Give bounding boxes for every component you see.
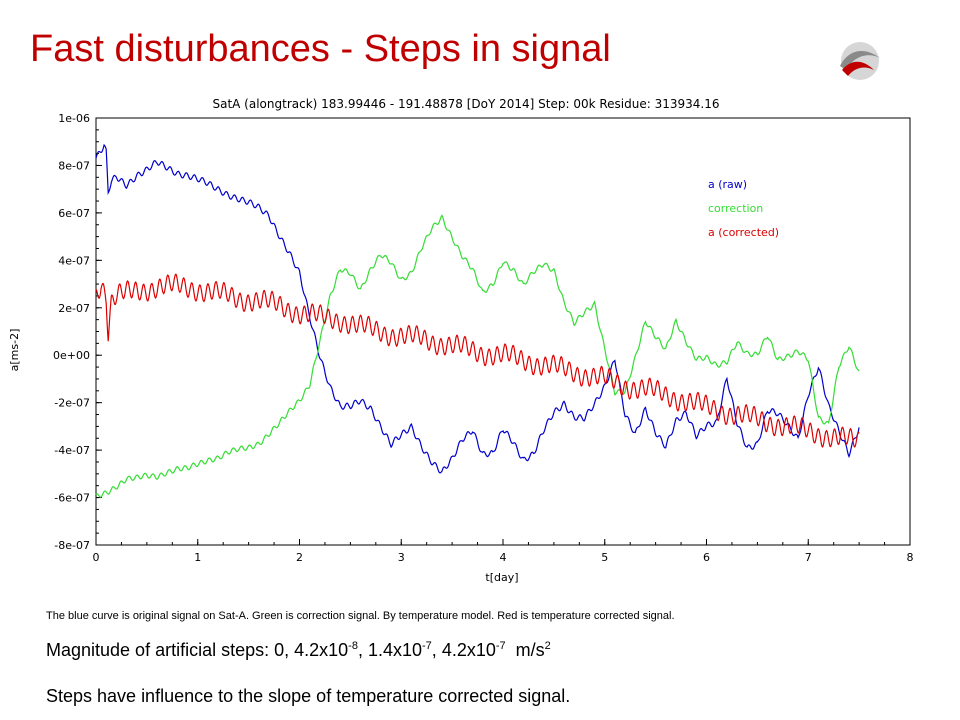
y-tick-label: -2e-07 — [54, 397, 90, 410]
y-tick-label: 8e-07 — [58, 159, 90, 172]
magnitude-value-3: 4.2x10 — [441, 640, 496, 660]
y-tick-label: -8e-07 — [54, 539, 90, 552]
y-tick-label: 0e+00 — [53, 349, 90, 362]
y-tick-label: 2e-07 — [58, 302, 90, 315]
series-line-a-raw- — [95, 143, 860, 474]
x-tick-label: 2 — [296, 551, 303, 564]
slide-title: Fast disturbances - Steps in signal — [30, 28, 611, 70]
magnitude-text: Magnitude of artificial steps: 0, 4.2x10… — [46, 640, 551, 661]
series-lines — [95, 143, 860, 498]
x-tick-label: 4 — [500, 551, 507, 564]
magnitude-exp-2: -7 — [422, 640, 432, 652]
plot-area — [95, 117, 911, 546]
sep: , — [357, 640, 368, 660]
figure-caption: The blue curve is original signal on Sat… — [46, 610, 675, 622]
magnitude-value-2: 1.4x10 — [367, 640, 423, 660]
chart: SatA (alongtrack) 183.99446 - 191.48878 … — [8, 97, 914, 584]
x-tick-label: 0 — [93, 551, 100, 564]
x-tick-label: 3 — [398, 551, 405, 564]
x-tick-label: 5 — [601, 551, 608, 564]
series-line-a-corrected- — [95, 273, 860, 448]
y-axis-label: a[ms-2] — [8, 329, 21, 372]
series-line-correction — [95, 214, 860, 498]
x-tick-label: 6 — [703, 551, 710, 564]
legend-entry: a (raw) — [708, 178, 747, 191]
chart-title: SatA (alongtrack) 183.99446 - 191.48878 … — [212, 97, 719, 111]
magnitude-exp-1: -8 — [348, 640, 358, 652]
y-tick-label: -4e-07 — [54, 444, 90, 457]
magnitude-unit: m/s — [515, 640, 545, 660]
y-tick-label: -6e-07 — [54, 492, 90, 505]
y-tick-label: 1e-06 — [58, 112, 90, 125]
x-axis-label: t[day] — [485, 571, 518, 584]
x-tick-label: 7 — [805, 551, 812, 564]
sep: , — [431, 640, 442, 660]
legend-entry: correction — [708, 202, 763, 215]
x-tick-label: 8 — [907, 551, 914, 564]
magnitude-unit-exp: 2 — [544, 640, 551, 652]
sep — [506, 640, 516, 660]
y-tick-label: 6e-07 — [58, 207, 90, 220]
legend-entry: a (corrected) — [708, 226, 779, 239]
legend: a (raw) correction a (corrected) — [708, 178, 779, 239]
y-tick-label: 4e-07 — [58, 254, 90, 267]
axis-ticks: 0 1 2 3 4 5 6 7 8 1e-06 8e-07 6e-07 4e-07 2e-07 0e+00 -… — [53, 112, 913, 564]
magnitude-exp-3: -7 — [495, 640, 506, 652]
magnitude-prefix: Magnitude of artificial steps: 0, — [46, 640, 295, 660]
x-tick-label: 1 — [194, 551, 201, 564]
slope-note: Steps have influence to the slope of tem… — [46, 686, 571, 706]
magnitude-value-1: 4.2x10 — [294, 640, 349, 660]
swirl-logo-icon — [840, 42, 880, 80]
